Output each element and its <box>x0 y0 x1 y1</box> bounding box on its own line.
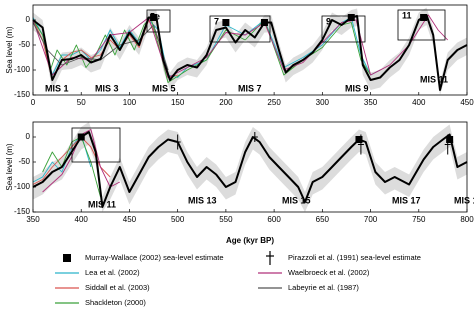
x-tick-label: 800 <box>460 215 474 224</box>
y-axis-label: Sea level (m) <box>5 143 14 190</box>
x-tick-label: 450 <box>123 215 137 224</box>
x-tick-label: 300 <box>316 98 330 107</box>
annotation: MIS 19 <box>454 195 474 205</box>
y-tick-label: -100 <box>14 182 31 191</box>
x-tick-label: 550 <box>219 215 233 224</box>
plot-frame <box>32 121 468 213</box>
legend-label: Waelbroeck et al. (2002) <box>288 268 370 277</box>
box <box>71 127 121 163</box>
series-line <box>42 129 121 193</box>
annotation: MIS 15 <box>282 195 311 205</box>
x-tick-label: 350 <box>26 215 40 224</box>
series-line <box>32 131 468 208</box>
y-tick-label: 0 <box>26 132 31 141</box>
x-tick-label: 350 <box>364 98 378 107</box>
annotation: MIS 9 <box>345 83 369 93</box>
annotation: MIS 13 <box>188 195 217 205</box>
x-tick-label: 250 <box>267 98 281 107</box>
annotation: MIS 17 <box>392 195 421 205</box>
y-axis-label: Sea level (m) <box>5 26 14 73</box>
x-tick-label: 100 <box>123 98 137 107</box>
annotation: 11 <box>402 10 412 20</box>
box <box>321 15 366 43</box>
annotation: MIS 7 <box>238 83 262 93</box>
x-tick-label: 450 <box>460 98 474 107</box>
x-tick-label: 750 <box>412 215 426 224</box>
annotation: 7 <box>214 16 219 26</box>
sea-level-square <box>355 136 363 143</box>
y-tick-label: 0 <box>26 15 31 24</box>
x-tick-label: 0 <box>31 98 36 107</box>
x-tick-label: 400 <box>75 215 89 224</box>
legend-label: Murray-Wallace (2002) sea-level estimate <box>85 253 224 262</box>
y-tick-label: -50 <box>18 157 30 166</box>
annotation: MIS 11 <box>420 74 448 84</box>
box <box>209 15 271 43</box>
legend-label: Shackleton (2000) <box>85 298 146 307</box>
x-tick-label: 50 <box>77 98 86 107</box>
x-tick-label: 500 <box>171 215 185 224</box>
x-tick-label: 200 <box>219 98 233 107</box>
sea-level-square <box>446 136 454 143</box>
x-tick-label: 650 <box>316 215 330 224</box>
annotation: MIS 1 <box>45 83 69 93</box>
sea-level-square <box>260 19 268 26</box>
series-line <box>32 14 468 91</box>
sea-level-square <box>150 14 158 21</box>
y-tick-label: -50 <box>18 40 30 49</box>
sea-level-square <box>347 14 355 21</box>
legend-label: Lea et al. (2002) <box>85 268 140 277</box>
legend-label: Labeyrie et al. (1987) <box>288 283 359 292</box>
box <box>146 9 171 33</box>
y-tick-label: -150 <box>14 90 31 99</box>
legend-label: Siddall et al. (2003) <box>85 283 150 292</box>
sea-level-square <box>420 14 428 21</box>
x-tick-label: 600 <box>267 215 281 224</box>
x-tick-label: 150 <box>171 98 185 107</box>
x-tick-label: 400 <box>412 98 426 107</box>
annotation: MIS 11 <box>88 199 116 209</box>
panel <box>32 7 468 95</box>
series-line <box>32 14 449 78</box>
panel <box>32 122 468 212</box>
box <box>397 9 446 41</box>
annotation: 5e <box>150 11 160 21</box>
sea-level-square <box>77 133 85 141</box>
annotation: 9 <box>326 16 331 26</box>
sea-level-square <box>222 19 230 26</box>
y-tick-label: -100 <box>14 65 31 74</box>
x-tick-label: 700 <box>364 215 378 224</box>
legend-label: Pirazzoli et al. (1991) sea-level estima… <box>288 253 421 262</box>
annotation: MIS 5 <box>152 83 176 93</box>
plot-frame <box>32 4 468 96</box>
legend-symbol <box>63 254 71 262</box>
y-tick-label: -150 <box>14 207 31 216</box>
x-axis-label: Age (kyr BP) <box>226 236 274 245</box>
annotation: MIS 3 <box>95 83 119 93</box>
highlight-boxes <box>71 9 446 163</box>
